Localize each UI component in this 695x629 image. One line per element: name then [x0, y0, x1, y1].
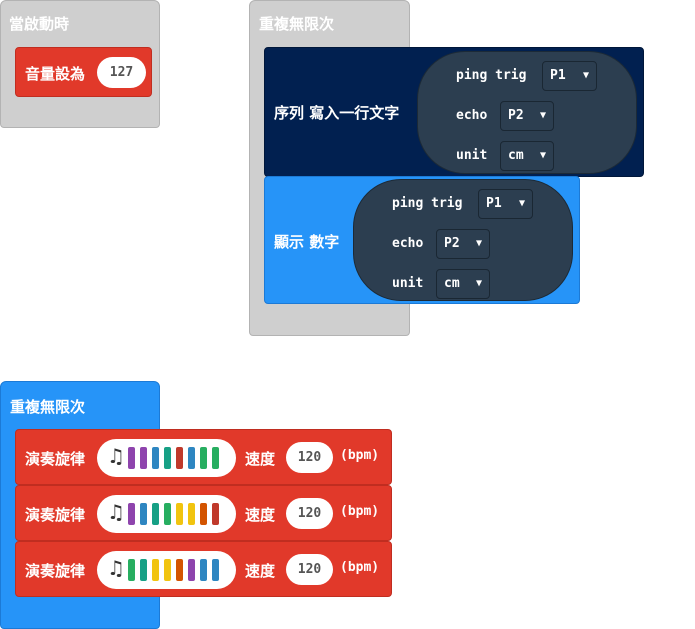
- music-note-icon: ♫: [107, 556, 125, 580]
- unit-value: cm: [508, 148, 524, 163]
- echo-label: echo: [392, 236, 424, 251]
- chevron-down-icon: ▼: [475, 238, 482, 249]
- tempo-input[interactable]: 120: [286, 554, 333, 585]
- melody-note: [152, 559, 159, 581]
- melody-note: [152, 447, 159, 469]
- play-melody-label: 演奏旋律: [25, 450, 86, 468]
- unit-value: cm: [444, 276, 460, 291]
- melody-editor[interactable]: ♫: [97, 551, 236, 589]
- serial-write-line-block[interactable]: 序列 寫入一行文字 ping trig P1 ▼ echo P2 ▼ unit …: [264, 47, 644, 177]
- play-melody-label: 演奏旋律: [25, 506, 86, 524]
- ping-block-1[interactable]: ping trig P1 ▼ echo P2 ▼ unit cm ▼: [417, 51, 637, 174]
- ping-trig-label: ping trig: [392, 196, 463, 211]
- unit-label: unit: [456, 148, 488, 163]
- melody-note: [128, 447, 135, 469]
- melody-note: [128, 559, 135, 581]
- echo-pin-value: P2: [508, 108, 524, 123]
- bpm-label: (bpm): [340, 560, 380, 575]
- melody-note: [176, 447, 183, 469]
- melody-note: [188, 447, 195, 469]
- serial-write-line-label: 序列 寫入一行文字: [274, 104, 400, 122]
- music-note-icon: ♫: [107, 500, 125, 524]
- chevron-down-icon: ▼: [475, 278, 482, 289]
- on-start-label: 當啟動時: [9, 15, 70, 33]
- trig-pin-dropdown[interactable]: P1 ▼: [542, 61, 597, 91]
- melody-note: [200, 503, 207, 525]
- tempo-input[interactable]: 120: [286, 498, 333, 529]
- melody-note: [152, 503, 159, 525]
- unit-label: unit: [392, 276, 424, 291]
- melody-note: [200, 559, 207, 581]
- melody-note: [212, 559, 219, 581]
- show-number-block[interactable]: 顯示 數字 ping trig P1 ▼ echo P2 ▼ unit cm ▼: [264, 176, 580, 304]
- set-volume-label: 音量設為: [25, 65, 86, 83]
- melody-note: [200, 447, 207, 469]
- set-volume-block[interactable]: 音量設為 127: [15, 47, 152, 97]
- play-melody-block-2[interactable]: 演奏旋律 ♫ 速度 120 (bpm): [15, 485, 392, 541]
- melody-note: [212, 447, 219, 469]
- melody-editor[interactable]: ♫: [97, 495, 236, 533]
- play-melody-block-1[interactable]: 演奏旋律 ♫ 速度 120 (bpm): [15, 429, 392, 485]
- melody-note: [140, 559, 147, 581]
- melody-note: [140, 447, 147, 469]
- volume-input[interactable]: 127: [97, 57, 146, 88]
- trig-pin-value: P1: [486, 196, 502, 211]
- echo-pin-dropdown[interactable]: P2 ▼: [500, 101, 554, 131]
- music-note-icon: ♫: [107, 444, 125, 468]
- echo-pin-dropdown[interactable]: P2 ▼: [436, 229, 490, 259]
- play-melody-block-3[interactable]: 演奏旋律 ♫ 速度 120 (bpm): [15, 541, 392, 597]
- chevron-down-icon: ▼: [582, 70, 589, 81]
- bpm-label: (bpm): [340, 504, 380, 519]
- ping-block-2[interactable]: ping trig P1 ▼ echo P2 ▼ unit cm ▼: [353, 179, 573, 301]
- melody-note: [188, 559, 195, 581]
- chevron-down-icon: ▼: [539, 110, 546, 121]
- trig-pin-value: P1: [550, 68, 566, 83]
- melody-note: [164, 559, 171, 581]
- echo-label: echo: [456, 108, 488, 123]
- melody-note: [212, 503, 219, 525]
- tempo-label: 速度: [245, 450, 276, 468]
- melody-editor[interactable]: ♫: [97, 439, 236, 477]
- chevron-down-icon: ▼: [518, 198, 525, 209]
- melody-note: [164, 503, 171, 525]
- melody-note: [188, 503, 195, 525]
- melody-note: [164, 447, 171, 469]
- bpm-label: (bpm): [340, 448, 380, 463]
- melody-note: [176, 503, 183, 525]
- chevron-down-icon: ▼: [539, 150, 546, 161]
- show-number-label: 顯示 數字: [274, 233, 340, 251]
- tempo-label: 速度: [245, 562, 276, 580]
- tempo-label: 速度: [245, 506, 276, 524]
- melody-note: [128, 503, 135, 525]
- unit-dropdown[interactable]: cm ▼: [436, 269, 490, 299]
- play-melody-label: 演奏旋律: [25, 562, 86, 580]
- trig-pin-dropdown[interactable]: P1 ▼: [478, 189, 533, 219]
- forever-top-label: 重複無限次: [259, 15, 335, 33]
- echo-pin-value: P2: [444, 236, 460, 251]
- forever-bottom-label: 重複無限次: [10, 398, 86, 416]
- tempo-input[interactable]: 120: [286, 442, 333, 473]
- melody-note: [176, 559, 183, 581]
- unit-dropdown[interactable]: cm ▼: [500, 141, 554, 171]
- melody-note: [140, 503, 147, 525]
- ping-trig-label: ping trig: [456, 68, 527, 83]
